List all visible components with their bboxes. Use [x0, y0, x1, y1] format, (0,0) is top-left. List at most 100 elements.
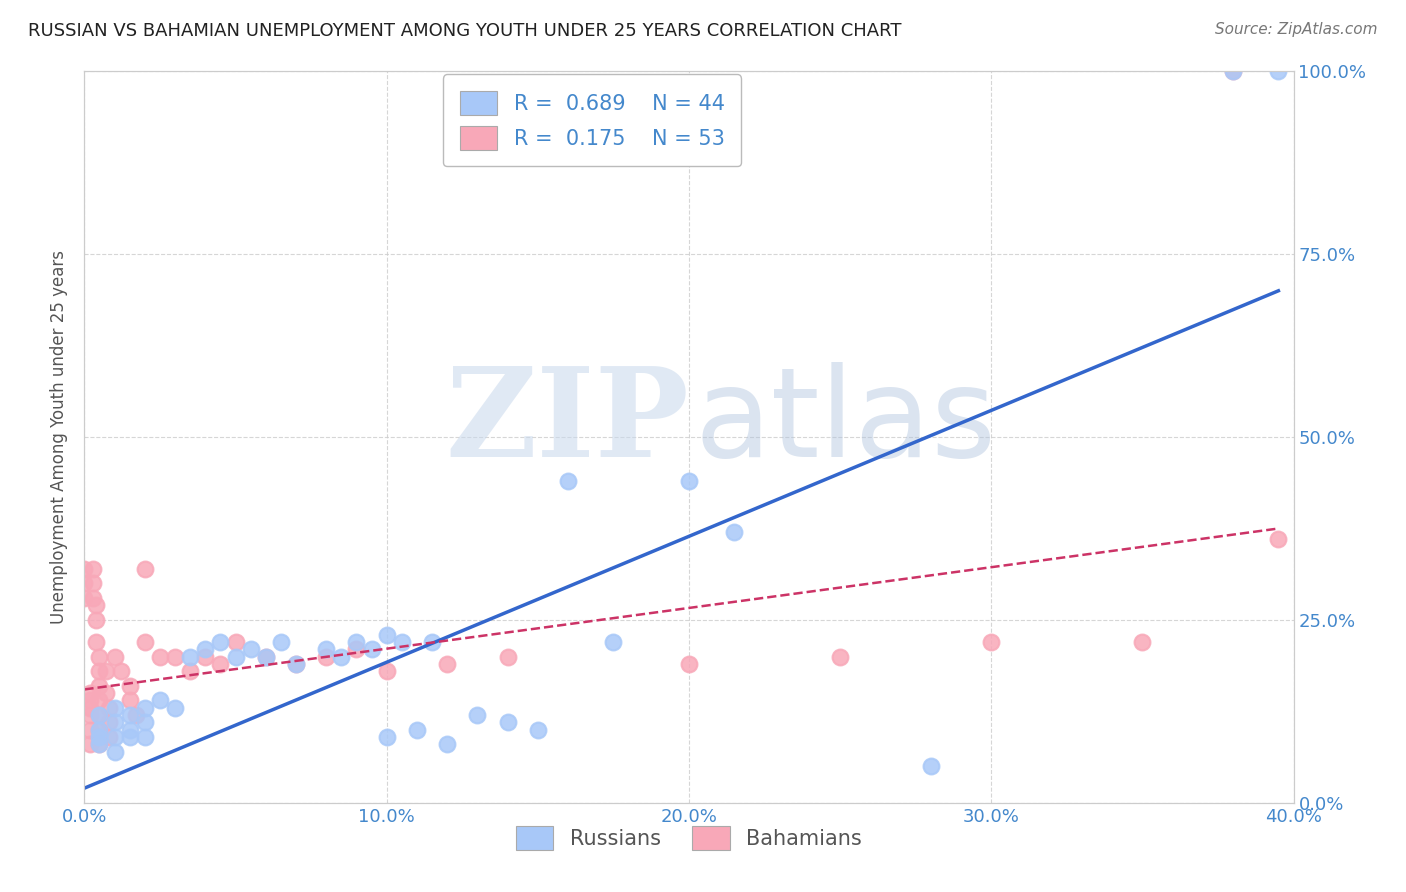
Point: [496, 649, 519, 664]
Point: [602, 635, 624, 649]
Point: [97, 700, 120, 714]
Point: [89, 664, 111, 678]
Point: [830, 649, 852, 664]
Point: [134, 562, 156, 576]
Point: [315, 649, 337, 664]
Point: [194, 642, 217, 657]
Point: [527, 723, 550, 737]
Point: [79, 693, 101, 707]
Point: [1267, 533, 1289, 547]
Point: [285, 657, 308, 671]
Point: [134, 730, 156, 744]
Point: [94, 686, 117, 700]
Legend: Russians, Bahamians: Russians, Bahamians: [508, 817, 870, 858]
Point: [104, 745, 127, 759]
Point: [82, 591, 104, 605]
Point: [82, 576, 104, 591]
Point: [149, 693, 172, 707]
Point: [723, 525, 745, 540]
Point: [89, 723, 111, 737]
Point: [209, 657, 232, 671]
Point: [82, 562, 104, 576]
Point: [270, 635, 292, 649]
Point: [254, 649, 277, 664]
Text: RUSSIAN VS BAHAMIAN UNEMPLOYMENT AMONG YOUTH UNDER 25 YEARS CORRELATION CHART: RUSSIAN VS BAHAMIAN UNEMPLOYMENT AMONG Y…: [28, 22, 901, 40]
Point: [79, 737, 101, 751]
Point: [118, 730, 141, 744]
Point: [104, 700, 127, 714]
Point: [406, 723, 429, 737]
Point: [225, 649, 247, 664]
Point: [79, 708, 101, 723]
Point: [209, 635, 232, 649]
Point: [86, 599, 108, 613]
Point: [194, 649, 217, 664]
Point: [557, 474, 579, 488]
Point: [391, 635, 413, 649]
Y-axis label: Unemployment Among Youth under 25 years: Unemployment Among Youth under 25 years: [51, 250, 69, 624]
Point: [97, 715, 120, 730]
Point: [97, 730, 120, 744]
Point: [79, 700, 101, 714]
Text: ZIP: ZIP: [446, 362, 689, 483]
Point: [118, 679, 141, 693]
Point: [1267, 64, 1289, 78]
Point: [89, 737, 111, 751]
Text: atlas: atlas: [695, 362, 997, 483]
Point: [920, 759, 942, 773]
Point: [179, 664, 201, 678]
Point: [89, 708, 111, 723]
Point: [496, 715, 519, 730]
Point: [980, 635, 1002, 649]
Point: [134, 715, 156, 730]
Point: [104, 715, 127, 730]
Point: [104, 649, 127, 664]
Point: [134, 635, 156, 649]
Point: [254, 649, 277, 664]
Point: [89, 679, 111, 693]
Point: [79, 723, 101, 737]
Point: [375, 627, 398, 641]
Point: [89, 708, 111, 723]
Point: [86, 613, 108, 627]
Point: [436, 737, 458, 751]
Point: [73, 562, 96, 576]
Point: [678, 474, 700, 488]
Point: [179, 649, 201, 664]
Point: [149, 649, 172, 664]
Point: [375, 664, 398, 678]
Point: [89, 737, 111, 751]
Point: [420, 635, 443, 649]
Point: [678, 657, 700, 671]
Point: [436, 657, 458, 671]
Point: [330, 649, 353, 664]
Point: [94, 664, 117, 678]
Point: [165, 649, 187, 664]
Point: [125, 708, 148, 723]
Text: Source: ZipAtlas.com: Source: ZipAtlas.com: [1215, 22, 1378, 37]
Point: [360, 642, 382, 657]
Point: [346, 635, 368, 649]
Point: [225, 635, 247, 649]
Point: [89, 693, 111, 707]
Point: [89, 649, 111, 664]
Point: [73, 591, 96, 605]
Point: [239, 642, 262, 657]
Point: [89, 723, 111, 737]
Point: [467, 708, 489, 723]
Point: [89, 730, 111, 744]
Point: [315, 642, 337, 657]
Point: [104, 730, 127, 744]
Point: [79, 686, 101, 700]
Point: [1130, 635, 1153, 649]
Point: [118, 693, 141, 707]
Point: [73, 576, 96, 591]
Point: [1222, 64, 1244, 78]
Point: [118, 708, 141, 723]
Point: [285, 657, 308, 671]
Point: [375, 730, 398, 744]
Point: [1222, 64, 1244, 78]
Point: [86, 635, 108, 649]
Point: [110, 664, 132, 678]
Point: [118, 723, 141, 737]
